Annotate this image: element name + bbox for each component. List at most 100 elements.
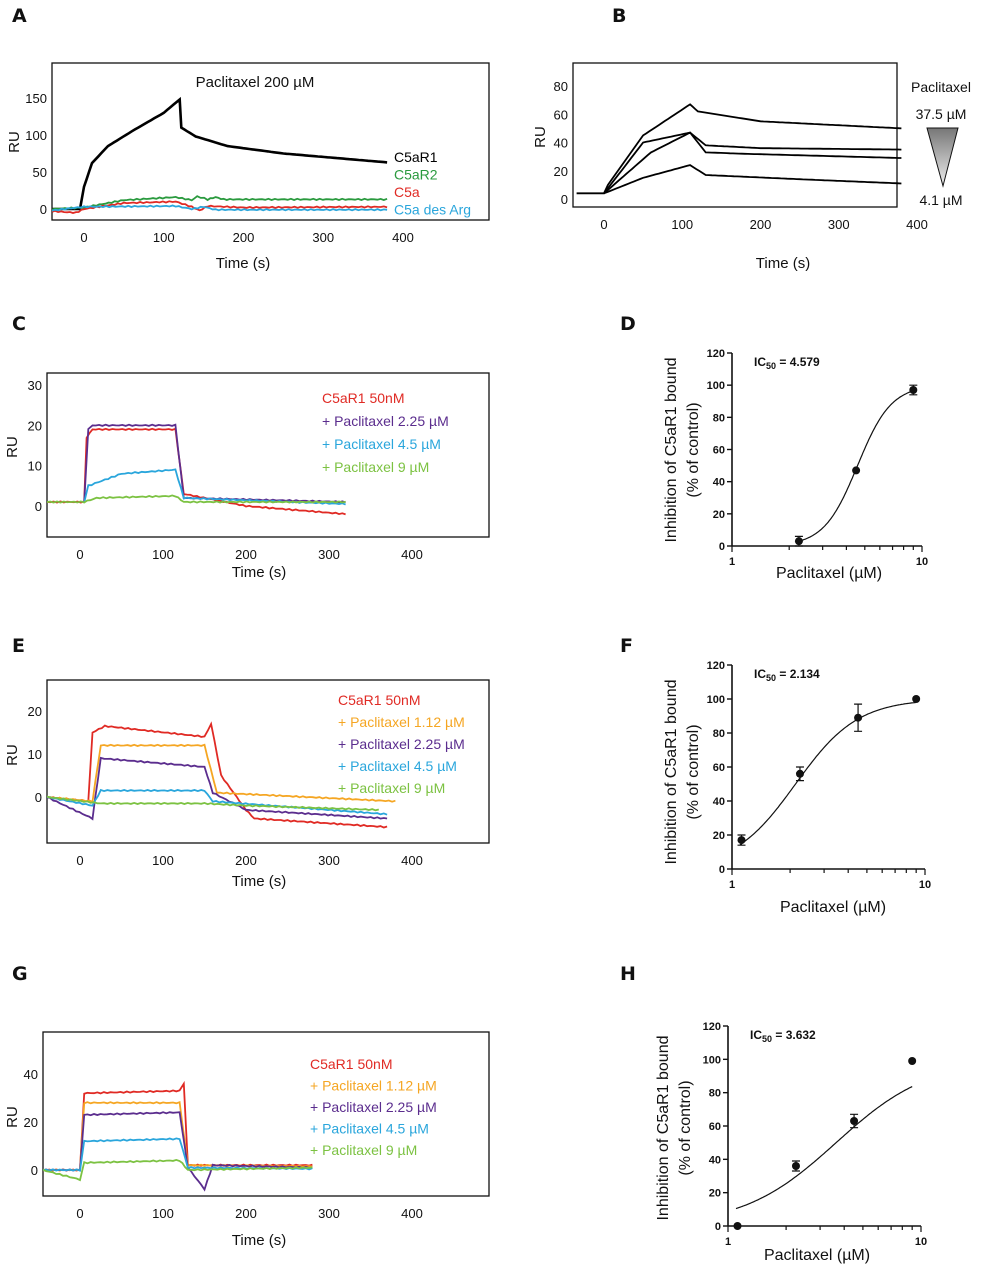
x-tick-label: 200 [235, 1206, 257, 1221]
panel-label: E [12, 635, 25, 657]
x-axis-label: Time (s) [232, 873, 286, 890]
x-axis-label: Time (s) [756, 255, 810, 272]
y-axis-label: RU [4, 744, 21, 766]
series-line [52, 195, 388, 211]
x-tick-label: 300 [318, 1206, 340, 1221]
y-tick-label: 20 [24, 1115, 38, 1130]
data-point [795, 769, 804, 778]
series-line [603, 131, 902, 194]
y-tick-label: 100 [707, 694, 725, 706]
x-tick-label: 10 [919, 879, 931, 891]
series-line [83, 468, 346, 506]
x-tick-label: 400 [401, 853, 423, 868]
y-tick-label: 20 [713, 830, 725, 842]
y-axis-label-units: (% of control) [677, 1080, 694, 1175]
x-tick-label: 300 [312, 230, 334, 245]
panel-label: A [12, 5, 27, 27]
y-tick-label: 50 [33, 165, 47, 180]
plot-frame [51, 62, 490, 221]
x-tick-label: 0 [600, 217, 607, 232]
x-tick-label: 200 [233, 230, 255, 245]
y-tick-label: 80 [709, 1088, 721, 1100]
x-tick-label: 100 [671, 217, 693, 232]
x-tick-label: 0 [80, 230, 87, 245]
x-tick-label: 1 [729, 879, 735, 891]
y-tick-label: 60 [713, 445, 725, 457]
series-line [47, 427, 346, 516]
y-tick-label: 80 [713, 728, 725, 740]
series-line [52, 204, 388, 212]
y-tick-label: 80 [713, 412, 725, 424]
y-tick-label: 120 [707, 348, 725, 360]
y-axis-label-units: (% of control) [685, 724, 702, 819]
y-axis-label: Inhibition of C5aR1 bound [663, 357, 680, 542]
x-tick-label: 0 [76, 853, 83, 868]
y-tick-label: 60 [713, 762, 725, 774]
x-tick-label: 200 [750, 217, 772, 232]
legend-entry: + Paclitaxel 2.25 µM [322, 413, 449, 429]
y-tick-label: 0 [40, 202, 47, 217]
y-tick-label: 40 [713, 796, 725, 808]
x-axis-label: Time (s) [216, 255, 270, 272]
y-tick-label: 60 [709, 1121, 721, 1133]
y-tick-label: 10 [28, 747, 42, 762]
x-tick-label: 0 [76, 547, 83, 562]
y-tick-label: 0 [719, 541, 725, 553]
legend-entry: C5aR1 50nM [322, 390, 405, 406]
legend-high: 37.5 µM [916, 106, 967, 122]
panel-label: G [12, 963, 28, 985]
y-axis-label-units: (% of control) [685, 402, 702, 497]
series-line [47, 743, 396, 804]
ic50-annotation: IC50 = 2.134 [754, 667, 820, 683]
x-tick-label: 400 [906, 217, 928, 232]
x-tick-label: 300 [318, 853, 340, 868]
legend-entry: + Paclitaxel 4.5 µM [310, 1121, 429, 1137]
legend-entry: + Paclitaxel 9 µM [310, 1142, 417, 1158]
x-tick-label: 0 [76, 1206, 83, 1221]
y-tick-label: 120 [707, 660, 725, 672]
x-tick-label: 10 [915, 1236, 927, 1248]
legend-entry: + Paclitaxel 4.5 µM [322, 436, 441, 452]
y-tick-label: 20 [713, 509, 725, 521]
chart-title: Paclitaxel 200 µM [196, 74, 315, 91]
panel-b: B 0 100 200 300 400 0 20 40 60 80 Time (s) RU Paclita… [532, 5, 971, 272]
x-tick-label: 1 [729, 556, 735, 568]
legend-entry: C5aR1 50nM [338, 692, 421, 708]
x-tick-label: 100 [153, 230, 175, 245]
panel-c: C 0 100 200 300 400 0 10 20 30 Time (s) RU C5aR1 50n… [4, 313, 490, 581]
x-tick-label: 400 [401, 547, 423, 562]
y-tick-label: 60 [554, 107, 568, 122]
legend-entry: C5a [394, 184, 420, 200]
legend-entry: + Paclitaxel 2.25 µM [310, 1099, 437, 1115]
panel-label: D [620, 313, 636, 335]
legend-entry: + Paclitaxel 4.5 µM [338, 758, 457, 774]
series-line [576, 103, 902, 195]
data-point [794, 537, 803, 546]
legend-entry: + Paclitaxel 2.25 µM [338, 736, 465, 752]
x-tick-label: 10 [916, 556, 928, 568]
x-tick-label: 300 [318, 547, 340, 562]
x-axis-label: Paclitaxel (µM) [780, 899, 886, 916]
y-tick-label: 0 [561, 192, 568, 207]
legend-entry: + Paclitaxel 9 µM [338, 780, 445, 796]
panel-d: D 0 20 40 60 80 100 120 1 10 Paclitaxel (µM) Inhibi… [620, 313, 928, 582]
data-point [854, 713, 863, 722]
series-line [52, 96, 388, 211]
legend-entry: C5aR1 [394, 149, 438, 165]
legend-entry: C5aR2 [394, 167, 438, 183]
data-point [733, 1222, 742, 1230]
panel-h: H 0 20 40 60 80 100 120 1 10 Paclitaxel (µM) Inhibi… [620, 963, 927, 1264]
y-tick-label: 100 [25, 128, 47, 143]
y-tick-label: 40 [24, 1067, 38, 1082]
y-tick-label: 10 [28, 459, 42, 474]
x-axis-label: Time (s) [232, 564, 286, 581]
y-tick-label: 20 [28, 704, 42, 719]
ic50-annotation: IC50 = 4.579 [754, 355, 820, 371]
concentration-gradient-triangle [926, 127, 959, 188]
series-line [47, 795, 380, 812]
data-point [908, 1057, 917, 1065]
data-point [791, 1162, 800, 1170]
series-line [43, 1158, 313, 1182]
y-axis-label: Inhibition of C5aR1 bound [655, 1035, 672, 1220]
